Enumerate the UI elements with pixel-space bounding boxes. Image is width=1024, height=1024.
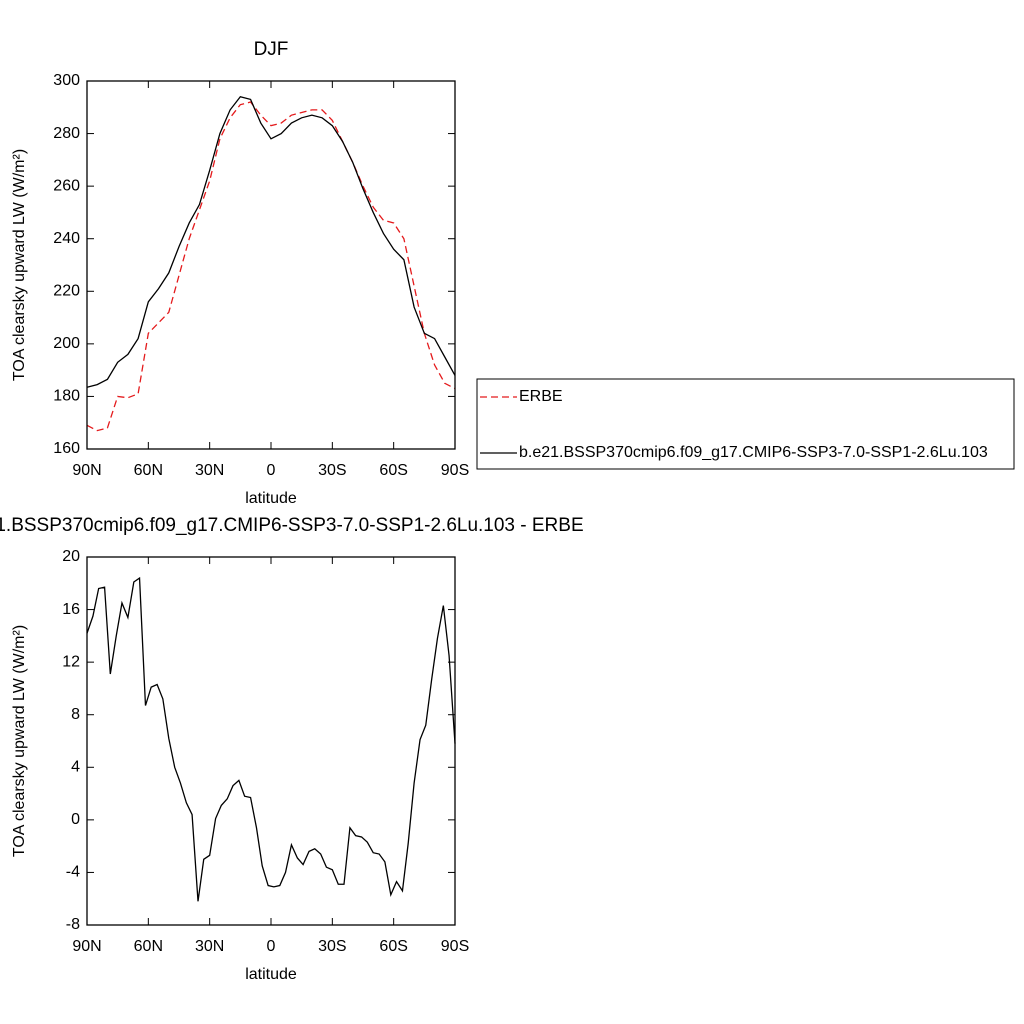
chart-title: DJF	[254, 39, 289, 60]
y-tick-label: 240	[53, 230, 80, 247]
x-tick-label: 90S	[441, 462, 469, 479]
y-tick-label: 4	[71, 759, 80, 776]
x-tick-label: 60S	[379, 938, 407, 955]
y-tick-label: 160	[53, 440, 80, 457]
y-tick-label: 220	[53, 283, 80, 300]
x-tick-label: 90N	[72, 462, 101, 479]
y-tick-label: 260	[53, 177, 80, 194]
y-tick-label: 8	[71, 706, 80, 723]
x-tick-label: 30S	[318, 462, 346, 479]
x-tick-label: 30S	[318, 938, 346, 955]
y-tick-label: 200	[53, 335, 80, 352]
plot-frame	[86, 80, 456, 450]
x-tick-label: 60S	[379, 462, 407, 479]
legend-label: ERBE	[519, 388, 563, 405]
y-tick-label: 280	[53, 125, 80, 142]
x-tick-label: 90S	[441, 938, 469, 955]
x-tick-label: 60N	[134, 462, 163, 479]
y-axis-label: TOA clearsky upward LW (W/m²)	[11, 149, 28, 381]
data-line	[86, 576, 456, 902]
x-tick-label: 30N	[195, 938, 224, 955]
data-line	[86, 96, 456, 388]
y-tick-label: 300	[53, 72, 80, 89]
x-tick-label: 0	[267, 938, 276, 955]
y-axis-label: TOA clearsky upward LW (W/m²)	[11, 625, 28, 857]
y-tick-label: 20	[62, 548, 80, 565]
y-tick-label: -4	[66, 864, 80, 881]
plot-frame	[86, 556, 456, 926]
x-tick-label: 90N	[72, 938, 101, 955]
legend-label: b.e21.BSSP370cmip6.f09_g17.CMIP6-SSP3-7.…	[519, 444, 988, 461]
y-tick-label: 12	[62, 653, 80, 670]
legend-box	[476, 378, 1015, 470]
x-tick-label: 0	[267, 462, 276, 479]
y-tick-label: 16	[62, 601, 80, 618]
data-line	[86, 101, 456, 432]
x-axis-label: latitude	[245, 490, 297, 507]
y-tick-label: -8	[66, 916, 80, 933]
y-tick-label: 180	[53, 388, 80, 405]
x-tick-label: 30N	[195, 462, 224, 479]
y-tick-label: 0	[71, 811, 80, 828]
x-axis-label: latitude	[245, 966, 297, 983]
chart-title: b.e21.BSSP370cmip6.f09_g17.CMIP6-SSP3-7.…	[0, 515, 584, 536]
x-tick-label: 60N	[134, 938, 163, 955]
